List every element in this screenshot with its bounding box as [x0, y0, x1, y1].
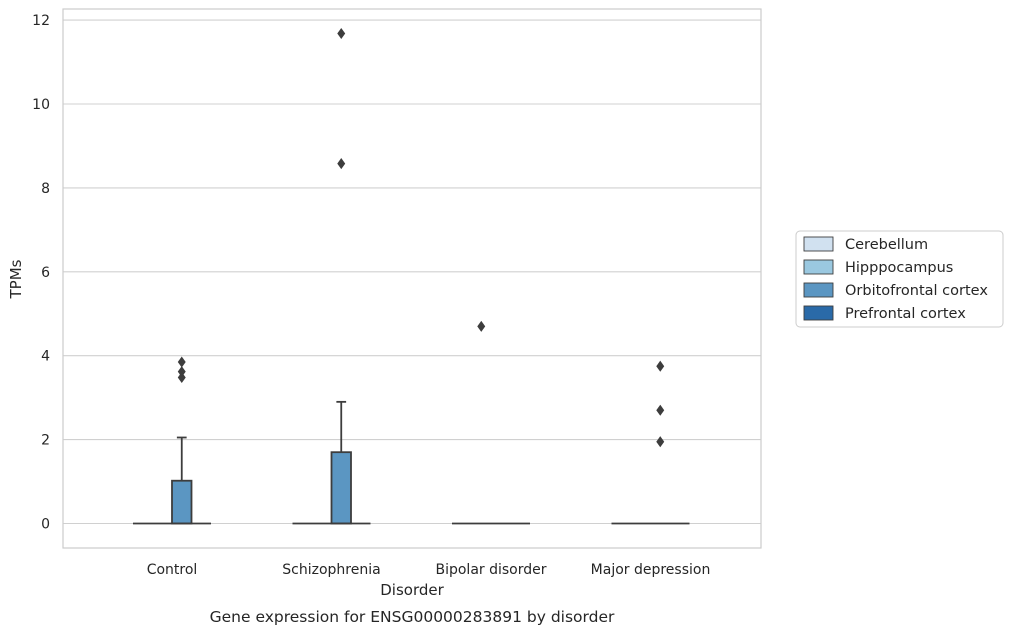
y-tick-label: 4 — [41, 349, 50, 365]
gridlines — [63, 19, 761, 525]
legend-label: Cerebellum — [845, 237, 928, 253]
x-axis: Control Schizophrenia Bipolar disorder Majo… — [147, 562, 711, 578]
legend-swatch — [803, 282, 834, 298]
x-tick-label: Schizophrenia — [282, 562, 380, 578]
legend-label: Prefrontal cortex — [845, 306, 966, 322]
legend-label: Orbitofrontal cortex — [845, 283, 988, 299]
box-group — [650, 360, 670, 525]
plot-frame — [62, 8, 762, 549]
box — [330, 451, 352, 525]
legend-swatch — [803, 259, 834, 275]
outlier-point — [656, 360, 665, 372]
outlier-point — [177, 366, 186, 378]
legend: Cerebellum Hipppocampus Orbitofrontal cort… — [795, 230, 1004, 328]
legend-swatch — [803, 305, 834, 321]
box-group — [471, 320, 491, 525]
plot-background — [63, 9, 761, 548]
y-tick-label: 12 — [32, 13, 50, 29]
outlier-point — [656, 404, 665, 416]
legend-frame — [795, 230, 1004, 328]
outlier-point — [337, 28, 346, 40]
legend-swatch — [803, 236, 834, 252]
x-tick-label: Control — [147, 562, 198, 578]
outlier-point — [477, 320, 486, 332]
outlier-point — [177, 356, 186, 368]
x-tick-label: Bipolar disorder — [435, 562, 546, 578]
outlier-point — [337, 158, 346, 170]
y-tick-label: 10 — [32, 97, 50, 113]
y-tick-label: 6 — [41, 265, 50, 281]
legend-label: Hipppocampus — [845, 260, 953, 276]
outlier-point — [177, 372, 186, 384]
box-group — [330, 28, 352, 525]
boxes-layer — [133, 28, 690, 525]
box — [171, 479, 193, 525]
y-axis-title: TPMs — [7, 259, 25, 299]
y-axis: 0 2 4 6 8 10 12 — [32, 13, 50, 532]
x-axis-title: Disorder — [380, 581, 444, 599]
outlier-point — [656, 436, 665, 448]
chart-caption: Gene expression for ENSG00000283891 by d… — [210, 608, 615, 626]
y-tick-label: 8 — [41, 181, 50, 197]
y-tick-label: 0 — [41, 517, 50, 533]
x-tick-label: Major depression — [591, 562, 711, 578]
y-tick-label: 2 — [41, 433, 50, 449]
box-group — [171, 356, 193, 525]
